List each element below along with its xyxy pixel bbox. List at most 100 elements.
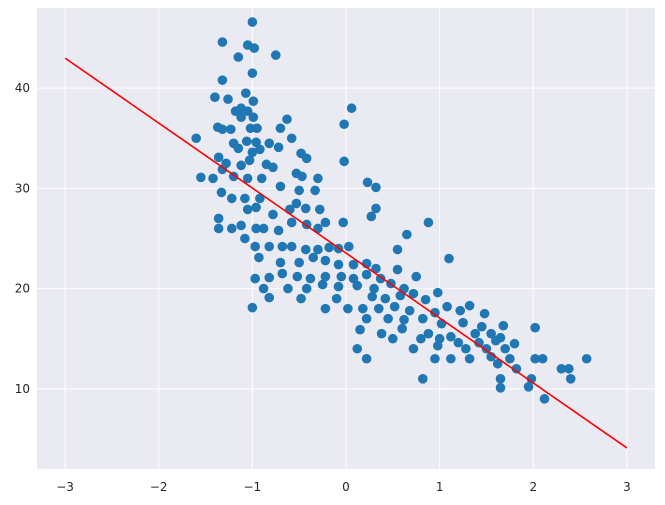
data-point	[373, 303, 384, 314]
y-tick-labels: 10 20 30 40	[15, 81, 30, 396]
data-point	[277, 268, 288, 279]
data-point	[369, 283, 379, 294]
data-point	[526, 374, 537, 384]
data-point	[314, 204, 325, 215]
data-point	[492, 358, 503, 369]
data-point	[367, 291, 378, 302]
data-point	[509, 338, 520, 349]
data-point	[320, 255, 331, 266]
data-point	[242, 173, 253, 184]
data-point	[371, 263, 381, 274]
data-point	[392, 264, 403, 275]
data-point	[217, 164, 228, 175]
data-point	[455, 305, 466, 316]
data-point	[216, 187, 227, 198]
data-point	[283, 283, 293, 294]
data-point	[361, 353, 372, 364]
y-tick-label: 30	[15, 181, 30, 195]
data-point	[495, 374, 506, 384]
data-point	[250, 273, 260, 284]
data-point	[366, 211, 377, 222]
data-point	[268, 209, 278, 220]
data-point	[397, 323, 407, 334]
data-point	[286, 133, 297, 144]
data-point	[432, 340, 443, 351]
data-point	[191, 133, 201, 144]
data-point	[481, 343, 492, 354]
data-point	[339, 156, 349, 167]
data-point	[300, 244, 311, 255]
data-point	[348, 273, 359, 284]
data-point	[348, 259, 359, 270]
data-point	[226, 193, 237, 204]
data-point	[537, 353, 548, 364]
data-point	[380, 293, 391, 304]
data-point	[581, 353, 592, 364]
data-point	[556, 363, 567, 374]
data-point	[458, 317, 468, 328]
data-points	[191, 17, 592, 404]
data-point	[273, 142, 284, 153]
data-point	[308, 252, 319, 263]
data-point	[241, 136, 252, 147]
x-tick-label: 2	[529, 480, 537, 494]
data-point	[296, 293, 306, 304]
data-point	[420, 294, 431, 305]
data-point	[333, 259, 344, 270]
data-point	[244, 155, 255, 166]
data-point	[258, 283, 269, 294]
data-point	[444, 253, 454, 264]
data-point	[464, 300, 475, 311]
data-point	[240, 233, 250, 244]
data-point	[300, 203, 311, 214]
data-point	[430, 307, 440, 318]
data-point	[247, 302, 258, 313]
data-point	[423, 328, 434, 339]
data-point	[217, 75, 228, 85]
data-point	[324, 242, 334, 253]
data-point	[301, 153, 312, 164]
x-tick-label: 3	[623, 480, 631, 494]
x-tick-labels: −3 −2 −1 0 1 2 3	[56, 480, 630, 494]
data-point	[291, 198, 302, 209]
data-point	[196, 172, 206, 183]
data-point	[565, 374, 576, 384]
data-point	[236, 160, 246, 171]
data-point	[241, 88, 251, 98]
data-point	[264, 138, 275, 149]
data-point	[361, 313, 372, 324]
data-point	[486, 328, 496, 339]
data-point	[223, 94, 233, 104]
grid-lines	[37, 8, 655, 469]
data-point	[476, 321, 487, 332]
data-point	[495, 383, 506, 393]
data-point	[436, 318, 447, 329]
data-point	[217, 124, 228, 135]
data-point	[539, 394, 550, 404]
data-point	[294, 185, 304, 196]
data-point	[355, 324, 365, 335]
data-point	[251, 223, 261, 234]
data-point	[446, 331, 456, 342]
data-point	[320, 217, 331, 228]
data-point	[511, 363, 522, 374]
data-point	[255, 144, 265, 155]
y-tick-label: 40	[15, 81, 30, 95]
data-point	[352, 343, 363, 354]
data-point	[252, 123, 262, 134]
data-point	[255, 193, 265, 204]
data-point	[362, 177, 373, 188]
data-point	[530, 322, 540, 333]
data-point	[371, 203, 381, 214]
data-point	[402, 229, 412, 240]
data-point	[417, 313, 428, 324]
data-point	[371, 182, 381, 193]
data-point	[336, 271, 347, 282]
data-point	[417, 374, 428, 384]
data-point	[388, 333, 398, 344]
x-tick-label: −3	[56, 480, 74, 494]
data-point	[250, 241, 260, 252]
data-point	[264, 292, 275, 303]
data-point	[404, 305, 415, 316]
